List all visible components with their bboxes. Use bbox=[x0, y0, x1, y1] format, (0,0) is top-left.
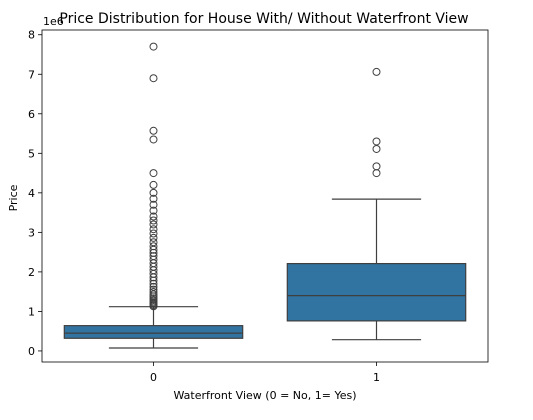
outlier-point bbox=[149, 200, 158, 209]
outlier-point bbox=[149, 188, 158, 197]
outlier-point bbox=[149, 225, 158, 234]
outlier-point bbox=[149, 229, 158, 238]
box-group-1 bbox=[286, 67, 467, 341]
plot-frame bbox=[41, 29, 489, 363]
y-tick-label: 2 bbox=[28, 266, 35, 279]
outlier-point bbox=[149, 180, 158, 189]
outlier-point bbox=[149, 252, 158, 261]
outlier-point bbox=[149, 206, 158, 215]
outlier-point bbox=[149, 135, 158, 144]
outlier-point bbox=[372, 144, 381, 153]
y-offset-label: 1e6 bbox=[43, 15, 64, 28]
iqr-box bbox=[286, 262, 467, 322]
outlier-point bbox=[149, 194, 158, 203]
chart-title: Price Distribution for House With/ Witho… bbox=[59, 11, 468, 27]
outlier-point bbox=[149, 220, 158, 229]
x-tick-label: 0 bbox=[150, 371, 157, 384]
outlier-point bbox=[149, 238, 158, 247]
y-tick-label: 6 bbox=[28, 108, 35, 121]
outlier-point bbox=[149, 233, 158, 242]
outlier-point bbox=[372, 137, 381, 146]
outlier-point bbox=[149, 294, 158, 303]
outlier-point bbox=[149, 42, 158, 51]
y-tick-label: 8 bbox=[28, 29, 35, 42]
outlier-point bbox=[149, 74, 158, 83]
outlier-point bbox=[149, 245, 158, 254]
outlier-point bbox=[149, 212, 158, 221]
x-tick-label: 1 bbox=[373, 371, 380, 384]
y-tick-label: 3 bbox=[28, 226, 35, 239]
box-group-0 bbox=[63, 42, 244, 349]
outlier-point bbox=[149, 288, 158, 297]
outlier-point bbox=[149, 290, 158, 299]
y-tick-label: 5 bbox=[28, 147, 35, 160]
y-tick-label: 0 bbox=[28, 345, 35, 358]
outlier-point bbox=[149, 242, 158, 251]
outlier-point bbox=[372, 67, 381, 76]
outlier-point bbox=[149, 282, 158, 291]
iqr-box bbox=[63, 325, 244, 339]
outlier-point bbox=[372, 169, 381, 178]
outlier-point bbox=[149, 216, 158, 225]
y-tick-label: 1 bbox=[28, 305, 35, 318]
outlier-point bbox=[372, 162, 381, 171]
outlier-point bbox=[149, 285, 158, 294]
y-axis-label: Price bbox=[7, 184, 20, 211]
y-tick-label: 4 bbox=[28, 187, 35, 200]
y-tick-label: 7 bbox=[28, 68, 35, 81]
x-axis-label: Waterfront View (0 = No, 1= Yes) bbox=[174, 389, 357, 402]
outlier-point bbox=[149, 169, 158, 178]
y-axis-ticks: 0 1 2 3 4 5 6 7 8 bbox=[28, 29, 42, 358]
outlier-point bbox=[149, 126, 158, 135]
boxes bbox=[63, 42, 467, 349]
outlier-point bbox=[149, 279, 158, 288]
